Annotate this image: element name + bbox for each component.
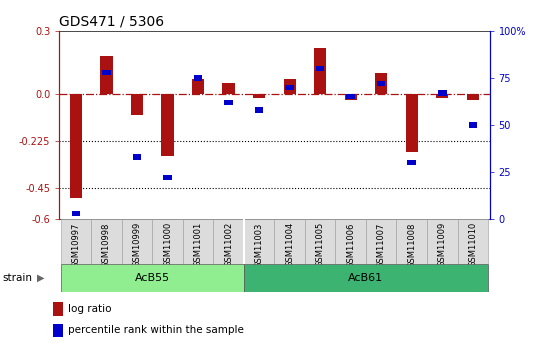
Bar: [344, 94, 357, 100]
Bar: [285, 85, 294, 90]
Bar: [91, 219, 122, 264]
Bar: [314, 48, 326, 94]
Bar: [346, 94, 355, 99]
Bar: [335, 219, 366, 264]
Text: log ratio: log ratio: [68, 304, 111, 314]
Bar: [375, 73, 387, 94]
Bar: [163, 175, 172, 180]
Bar: [131, 94, 143, 115]
Text: GSM10999: GSM10999: [132, 222, 141, 267]
Bar: [255, 107, 264, 113]
Bar: [53, 324, 63, 337]
Bar: [61, 264, 244, 292]
Bar: [101, 56, 112, 94]
Text: GSM11004: GSM11004: [285, 222, 294, 267]
Bar: [427, 219, 457, 264]
Bar: [274, 219, 305, 264]
Bar: [244, 264, 488, 292]
Bar: [438, 90, 447, 96]
Bar: [223, 83, 235, 94]
Bar: [244, 219, 274, 264]
Bar: [366, 219, 397, 264]
Bar: [305, 219, 335, 264]
Bar: [161, 94, 174, 156]
Text: AcB55: AcB55: [134, 273, 170, 283]
Text: GSM11000: GSM11000: [163, 222, 172, 267]
Bar: [407, 160, 416, 165]
Text: AcB61: AcB61: [349, 273, 384, 283]
Bar: [194, 76, 202, 81]
Bar: [152, 219, 183, 264]
Bar: [397, 219, 427, 264]
Bar: [284, 79, 296, 94]
Bar: [192, 79, 204, 94]
Text: GSM11010: GSM11010: [468, 222, 477, 267]
Text: ▶: ▶: [37, 273, 44, 283]
Bar: [406, 94, 418, 152]
Bar: [469, 122, 477, 128]
Text: strain: strain: [3, 273, 33, 283]
Bar: [70, 94, 82, 198]
Text: GSM11001: GSM11001: [194, 222, 203, 267]
Bar: [214, 219, 244, 264]
Bar: [253, 94, 265, 98]
Bar: [72, 211, 80, 216]
Bar: [457, 219, 488, 264]
Text: GSM10998: GSM10998: [102, 222, 111, 268]
Bar: [53, 302, 63, 316]
Bar: [183, 219, 214, 264]
Bar: [316, 66, 324, 71]
Bar: [224, 100, 233, 105]
Text: GSM11006: GSM11006: [346, 222, 355, 268]
Text: GSM11003: GSM11003: [254, 222, 264, 268]
Bar: [102, 70, 111, 75]
Bar: [61, 219, 91, 264]
Bar: [122, 219, 152, 264]
Text: GSM11009: GSM11009: [438, 222, 447, 267]
Bar: [466, 94, 479, 100]
Text: GSM11008: GSM11008: [407, 222, 416, 268]
Text: GSM11005: GSM11005: [316, 222, 324, 267]
Text: GDS471 / 5306: GDS471 / 5306: [59, 14, 164, 29]
Text: percentile rank within the sample: percentile rank within the sample: [68, 325, 244, 335]
Bar: [133, 155, 141, 160]
Text: GSM11007: GSM11007: [377, 222, 386, 268]
Bar: [436, 94, 448, 98]
Bar: [377, 81, 386, 86]
Text: GSM11002: GSM11002: [224, 222, 233, 267]
Text: GSM10997: GSM10997: [72, 222, 81, 268]
